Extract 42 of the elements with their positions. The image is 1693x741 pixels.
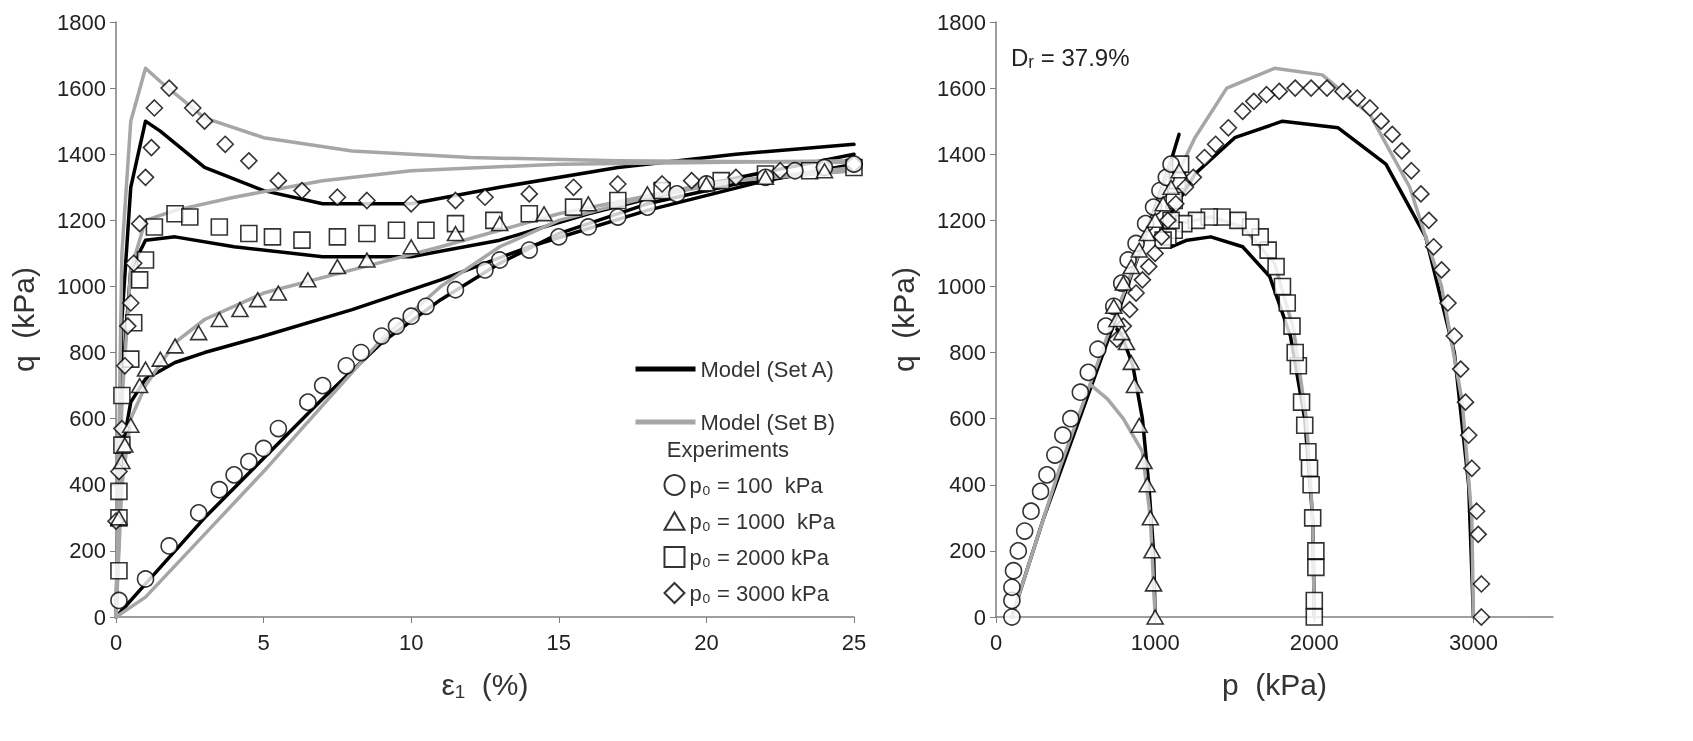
legend-label: p₀ = 3000 kPa: [689, 580, 830, 606]
legend-label: p₀ = 1000 kPa: [689, 508, 836, 534]
y-tick-label: 0: [973, 604, 986, 630]
y-tick-label: 600: [69, 406, 106, 432]
y-tick-label: 200: [69, 538, 106, 564]
x-tick-label: 0: [989, 629, 1003, 655]
y-tick-label: 200: [949, 538, 986, 564]
y-tick-label: 1800: [937, 9, 986, 35]
legend-label: Model (Set A): [700, 356, 834, 382]
legend-label: p₀ = 2000 kPa: [689, 544, 830, 570]
y-axis-title: q (kPa): [6, 266, 40, 373]
y-tick-label: 800: [69, 340, 106, 366]
y-tick-label: 600: [949, 406, 986, 432]
x-tick-label: 20: [694, 629, 719, 655]
y-tick-label: 1000: [937, 273, 986, 299]
x-tick-label: 25: [841, 629, 867, 655]
annotation: Dᵣ = 37.9%: [1011, 43, 1130, 71]
y-tick-label: 800: [949, 340, 986, 366]
y-tick-label: 1200: [57, 207, 106, 233]
x-tick-label: 10: [398, 629, 424, 655]
x-tick-label: 3000: [1448, 629, 1498, 655]
x-axis-title: p (kPa): [1221, 667, 1328, 701]
x-tick-label: 5: [257, 629, 270, 655]
x-tick-label: 1000: [1130, 629, 1180, 655]
x-tick-label: 0: [109, 629, 123, 655]
y-tick-label: 1800: [57, 9, 106, 35]
legend-label: Model (Set B): [700, 409, 836, 435]
y-tick-label: 1200: [937, 207, 986, 233]
y-axis-title: q (kPa): [886, 266, 920, 373]
x-tick-label: 2000: [1289, 629, 1339, 655]
y-tick-label: 0: [93, 604, 106, 630]
y-tick-label: 1600: [937, 75, 986, 101]
x-axis-title: ε₁ (%): [441, 667, 529, 701]
legend-title: Experiments: [666, 436, 790, 462]
y-tick-label: 1600: [57, 75, 106, 101]
y-tick-label: 1400: [57, 141, 106, 167]
x-tick-label: 15: [546, 629, 572, 655]
y-tick-label: 400: [949, 472, 986, 498]
legend-label: p₀ = 100 kPa: [689, 472, 824, 498]
y-tick-label: 1400: [937, 141, 986, 167]
y-tick-label: 400: [69, 472, 106, 498]
y-tick-label: 1000: [57, 273, 106, 299]
